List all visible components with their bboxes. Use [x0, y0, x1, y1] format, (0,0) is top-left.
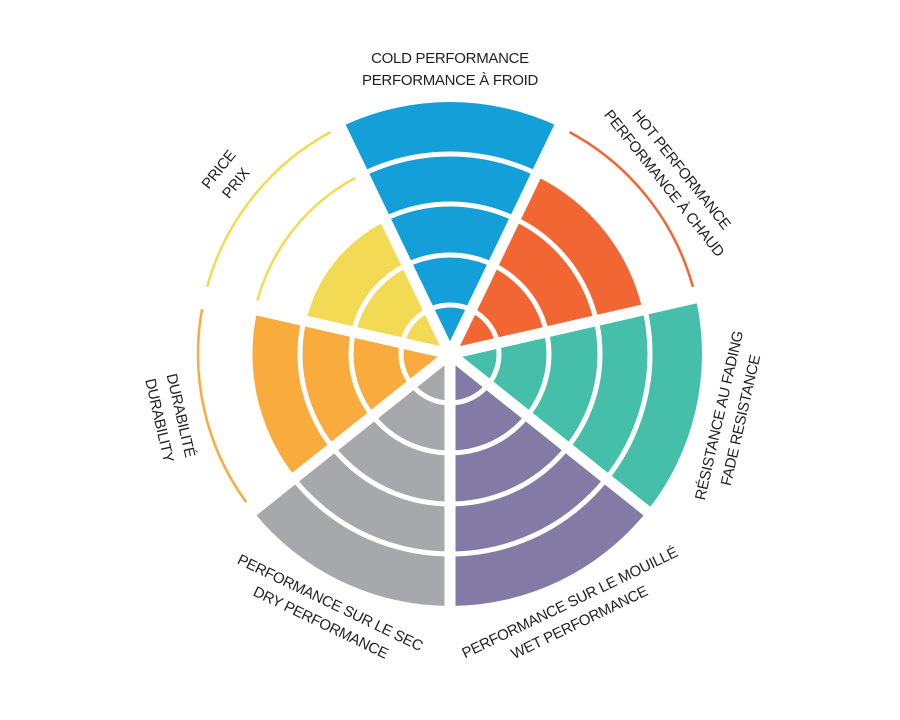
spoke-divider	[446, 349, 688, 546]
label-cold-line-2: PERFORMANCE À FROID	[362, 72, 538, 89]
outline-arc-hot-5	[568, 131, 695, 288]
wedge-wet	[450, 354, 648, 606]
wedge-dry	[252, 354, 450, 606]
wedge-cold	[340, 102, 560, 354]
label-hot-line-2: PERFORMANCE À CHAUD	[600, 107, 727, 261]
wedges	[249, 102, 702, 606]
outline-arc-price-5	[205, 131, 332, 288]
spoke-divider	[448, 281, 744, 360]
spoke-divider	[212, 349, 454, 546]
outline-arc-durability-5	[196, 308, 248, 503]
spoke-divider	[445, 81, 586, 357]
wedge-fade	[450, 297, 702, 512]
unfilled-level-outlines	[196, 131, 695, 503]
spoke-dividers	[156, 81, 744, 654]
spoke-divider	[314, 81, 455, 357]
spoke-divider	[156, 281, 452, 360]
label-cold: COLD PERFORMANCE PERFORMANCE À FROID	[362, 50, 539, 89]
outline-arc-price-4	[256, 176, 356, 302]
label-cold-line-1: COLD PERFORMANCE	[371, 50, 529, 67]
